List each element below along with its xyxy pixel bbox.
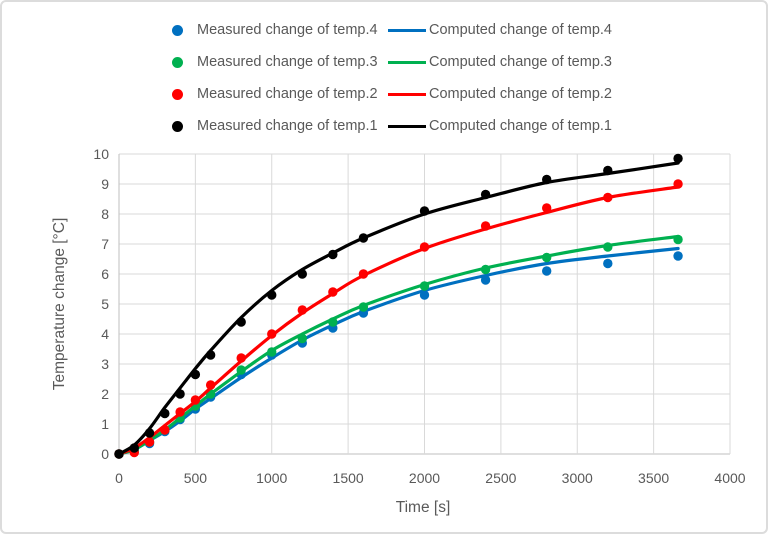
measured-point bbox=[603, 165, 613, 176]
measured-point bbox=[358, 233, 369, 243]
legend-label-measured-temp3: Measured change of temp.3 bbox=[197, 54, 378, 70]
y-tick-label: 9 bbox=[101, 176, 109, 192]
measured-point bbox=[328, 287, 338, 297]
computed-temp2-line-icon bbox=[388, 92, 426, 96]
measured-point bbox=[480, 221, 491, 231]
measured-point bbox=[480, 264, 491, 275]
x-tick-label: 3500 bbox=[638, 470, 669, 486]
measured-point bbox=[297, 305, 307, 315]
computed-temp3-line-icon bbox=[388, 60, 426, 64]
measured-point bbox=[144, 428, 155, 438]
measured-point bbox=[328, 317, 338, 327]
measured-point bbox=[205, 380, 216, 390]
x-tick-label: 500 bbox=[184, 470, 208, 486]
measured-point bbox=[297, 333, 307, 344]
y-tick-label: 0 bbox=[101, 446, 109, 462]
measured-point bbox=[419, 206, 430, 216]
measured-point bbox=[358, 302, 369, 312]
axis-tick-labels: 0 500 1000 1500 2000 2500 3000 3500 4000 0 1 2 3 4 5 6 7… bbox=[93, 146, 745, 486]
measured-point bbox=[114, 449, 124, 459]
measured-point bbox=[480, 275, 491, 285]
x-tick-label: 1500 bbox=[333, 470, 364, 486]
x-tick-label: 1000 bbox=[256, 470, 287, 486]
measured-point bbox=[542, 174, 552, 185]
legend-label-computed-temp2: Computed change of temp.2 bbox=[429, 86, 612, 102]
measured-point bbox=[542, 203, 552, 213]
measured-point bbox=[358, 269, 369, 279]
measured-point bbox=[175, 389, 185, 399]
measured-temp3-dot-icon bbox=[172, 56, 183, 68]
measured-point bbox=[419, 281, 430, 291]
measured-point bbox=[673, 153, 683, 164]
y-tick-label: 3 bbox=[101, 356, 109, 372]
measured-point bbox=[236, 353, 246, 363]
measured-point bbox=[205, 350, 216, 360]
y-tick-label: 5 bbox=[101, 296, 109, 312]
computed-temp4-line-icon bbox=[388, 28, 426, 32]
x-axis-title: Time [s] bbox=[396, 499, 451, 516]
x-tick-label: 4000 bbox=[714, 470, 745, 486]
measured-point bbox=[267, 290, 277, 300]
measured-point bbox=[603, 242, 613, 252]
x-tick-label: 3000 bbox=[562, 470, 593, 486]
y-axis-title: Temperature change [°C] bbox=[51, 218, 68, 390]
y-tick-label: 2 bbox=[101, 386, 109, 402]
measured-point bbox=[160, 425, 170, 435]
measured-point bbox=[328, 249, 338, 260]
measured-point bbox=[190, 369, 201, 380]
measured-point bbox=[160, 408, 170, 419]
measured-point bbox=[480, 189, 491, 200]
x-tick-label: 2000 bbox=[409, 470, 440, 486]
y-tick-label: 4 bbox=[101, 326, 109, 342]
measured-point bbox=[236, 365, 246, 375]
y-tick-label: 7 bbox=[101, 236, 109, 252]
measured-point bbox=[297, 269, 307, 279]
measured-point bbox=[175, 407, 185, 417]
computed-line bbox=[117, 246, 680, 456]
measured-point bbox=[603, 258, 613, 269]
gridlines bbox=[118, 153, 731, 455]
measured-temp4-dot-icon bbox=[172, 24, 183, 36]
legend-row-temp4: Measured change of temp.4 Computed chang… bbox=[160, 14, 612, 46]
legend-label-computed-temp4: Computed change of temp.4 bbox=[429, 22, 612, 38]
measured-point bbox=[190, 395, 201, 405]
y-tick-label: 8 bbox=[101, 206, 109, 222]
legend-label-computed-temp3: Computed change of temp.3 bbox=[429, 54, 612, 70]
y-tick-label: 1 bbox=[101, 416, 109, 432]
computed-temp1-line-icon bbox=[388, 124, 426, 128]
measured-point bbox=[673, 251, 683, 261]
measured-point bbox=[419, 242, 430, 252]
measured-point bbox=[542, 266, 552, 276]
y-tick-label: 6 bbox=[101, 266, 109, 282]
measured-point bbox=[673, 179, 683, 189]
legend-row-temp1: Measured change of temp.1 Computed chang… bbox=[160, 110, 612, 142]
x-tick-label: 2500 bbox=[485, 470, 516, 486]
computed-line bbox=[117, 234, 680, 456]
measured-temp2-dot-icon bbox=[172, 88, 183, 100]
measured-point bbox=[419, 290, 430, 300]
chart-legend: Measured change of temp.4 Computed chang… bbox=[160, 14, 612, 142]
computed-line bbox=[117, 161, 680, 456]
measured-point bbox=[236, 317, 246, 327]
legend-label-measured-temp2: Measured change of temp.2 bbox=[197, 86, 378, 102]
measured-point bbox=[129, 443, 139, 453]
legend-label-computed-temp1: Computed change of temp.1 bbox=[429, 118, 612, 134]
measured-point bbox=[542, 252, 552, 263]
measured-point bbox=[603, 192, 613, 203]
measured-point bbox=[144, 437, 155, 447]
legend-label-measured-temp4: Measured change of temp.4 bbox=[197, 22, 378, 38]
measured-point bbox=[267, 329, 277, 339]
y-tick-label: 10 bbox=[93, 146, 109, 162]
measured-temp1-dot-icon bbox=[172, 120, 183, 132]
legend-row-temp2: Measured change of temp.2 Computed chang… bbox=[160, 78, 612, 110]
measured-point bbox=[673, 234, 683, 245]
legend-label-measured-temp1: Measured change of temp.1 bbox=[197, 118, 378, 134]
data-series bbox=[114, 153, 683, 459]
legend-row-temp3: Measured change of temp.3 Computed chang… bbox=[160, 46, 612, 78]
measured-point bbox=[267, 347, 277, 357]
computed-line bbox=[117, 185, 680, 456]
x-tick-label: 0 bbox=[115, 470, 123, 486]
